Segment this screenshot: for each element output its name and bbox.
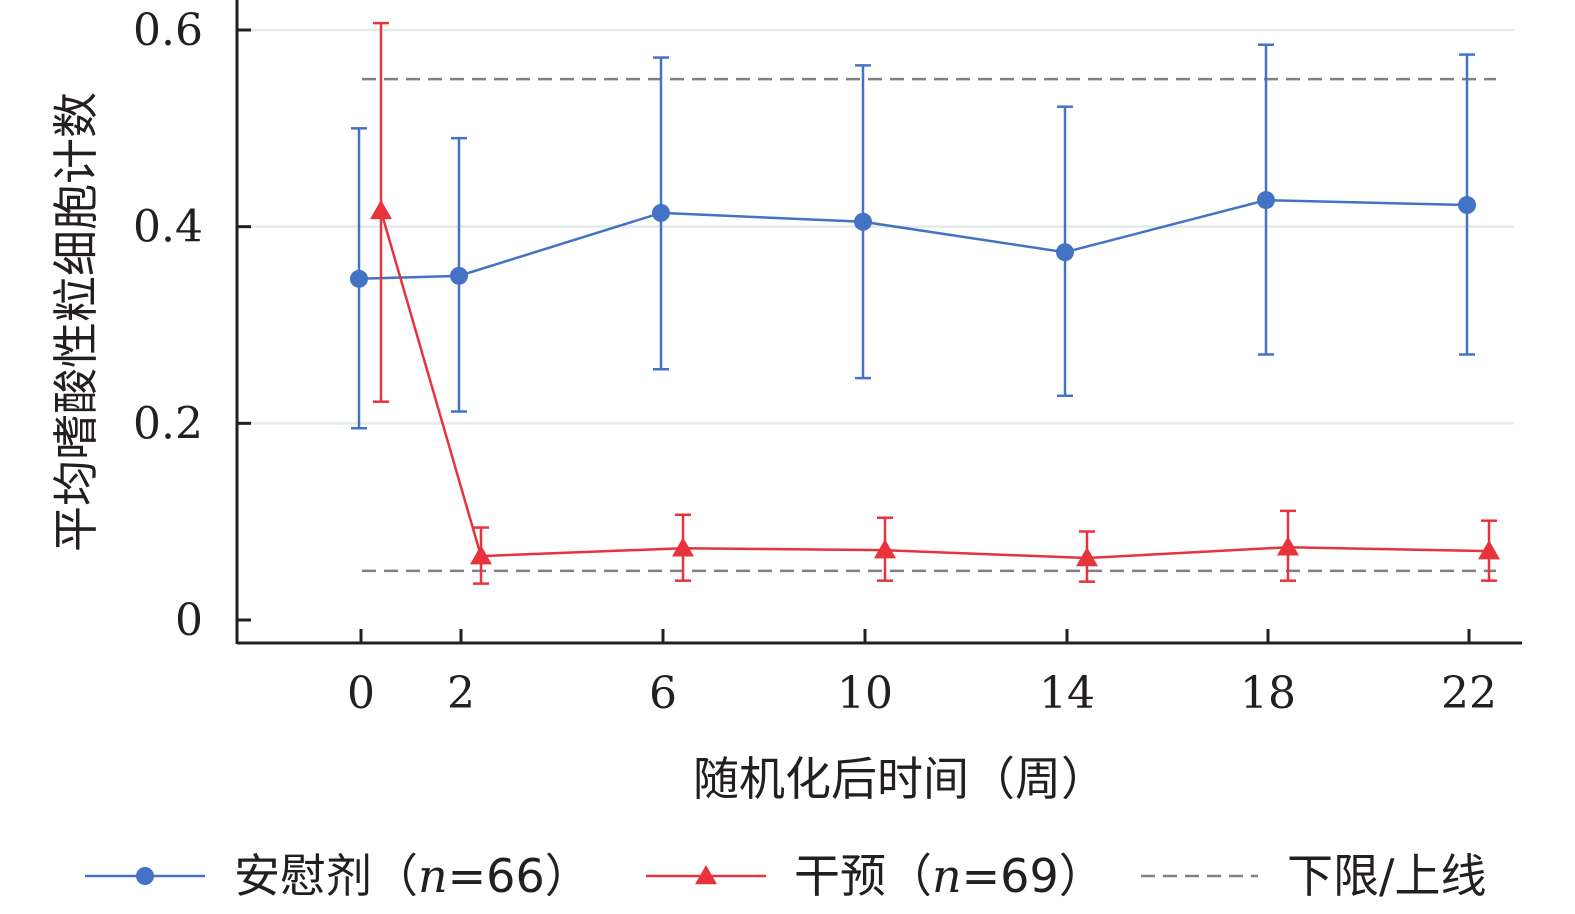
y-tick-label: 0.4 (133, 202, 203, 253)
data-point (1056, 243, 1074, 262)
y-tick-label: 0 (175, 595, 203, 646)
data-point (470, 545, 492, 565)
y-tick-label: 0.2 (133, 398, 203, 449)
data-point (1478, 540, 1500, 560)
data-point (1257, 191, 1275, 210)
legend-label-n: n (932, 849, 962, 903)
y-axis-title: 平均嗜酸性粒细胞计数 (49, 92, 103, 552)
data-point (874, 539, 896, 559)
series (350, 21, 1500, 585)
legend-item-reference: 下限/上线 (1141, 849, 1487, 903)
x-axis-title: 随机化后时间（周） (693, 752, 1107, 806)
legend-label: 安慰剂（n=66） (234, 849, 591, 903)
data-point (350, 269, 368, 288)
data-point (1458, 196, 1476, 215)
legend-marker (136, 867, 154, 885)
axes (235, 0, 1522, 645)
legend-label-suffix: =66） (448, 849, 591, 903)
reference-lines (362, 77, 1496, 573)
series-1 (370, 21, 1500, 585)
data-point (854, 212, 872, 231)
x-tick-label: 14 (1039, 668, 1095, 719)
x-tick-label: 10 (837, 668, 893, 719)
data-point (1277, 536, 1299, 556)
axis-labels: 0 0.2 0.4 0.6 0 2 6 10 14 18 22 随机化后时间（周） 平均嗜酸性粒细胞计数 (49, 5, 1497, 806)
series-0 (350, 43, 1476, 430)
legend: 安慰剂（n=66） 干预（n=69） 下限/上线 (85, 849, 1487, 903)
y-tick-label: 0.6 (133, 5, 203, 56)
x-tick-label: 6 (649, 668, 677, 719)
legend-label-suffix: =69） (962, 849, 1105, 903)
legend-label: 干预（n=69） (794, 849, 1105, 903)
data-point (672, 537, 694, 557)
x-tick-label: 2 (447, 668, 475, 719)
legend-label: 下限/上线 (1287, 849, 1487, 903)
x-tick-label: 18 (1240, 668, 1296, 719)
x-tick-label: 22 (1441, 668, 1497, 719)
data-point (1076, 547, 1098, 567)
legend-marker (695, 865, 717, 885)
data-point (652, 203, 670, 222)
legend-label-prefix: 干预（ (794, 849, 932, 903)
x-tick-label: 0 (347, 668, 375, 719)
data-point (450, 266, 468, 285)
gridlines (237, 28, 1514, 425)
legend-label-prefix: 安慰剂（ (234, 849, 418, 903)
series-line (358, 198, 1468, 281)
legend-item-1: 干预（n=69） (646, 849, 1105, 903)
data-point (370, 199, 392, 220)
legend-item-0: 安慰剂（n=66） (85, 849, 591, 903)
series-line (379, 210, 1490, 560)
legend-label-n: n (418, 849, 448, 903)
